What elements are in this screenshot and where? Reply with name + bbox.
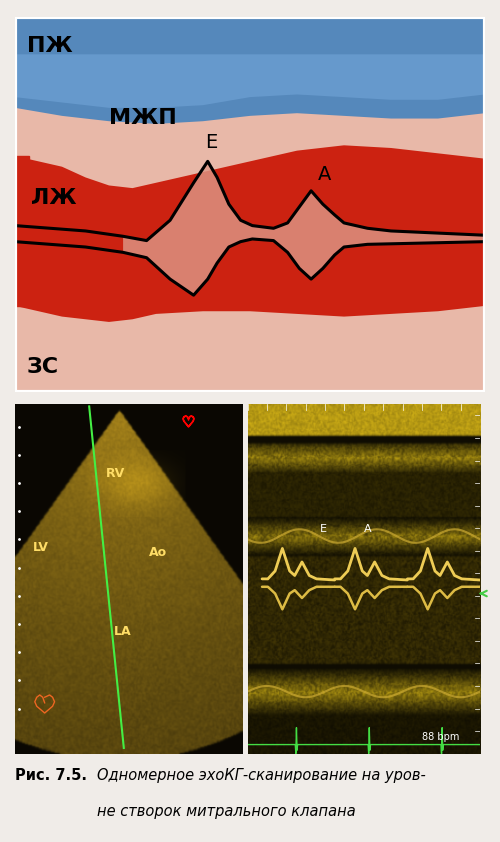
Text: 88 bpm: 88 bpm xyxy=(422,732,459,742)
Text: Ao: Ao xyxy=(148,546,166,559)
Text: Е: Е xyxy=(206,133,218,152)
Text: ЛЖ: ЛЖ xyxy=(32,188,77,208)
Polygon shape xyxy=(123,162,485,296)
Text: LA: LA xyxy=(114,626,132,638)
Text: ЗС: ЗС xyxy=(27,357,59,377)
Text: Рис. 7.5.: Рис. 7.5. xyxy=(15,768,87,783)
Text: А: А xyxy=(318,165,332,184)
Text: Одномерное эхоКГ-сканирование на уров-: Одномерное эхоКГ-сканирование на уров- xyxy=(97,768,426,783)
Polygon shape xyxy=(15,54,485,108)
Text: ПЖ: ПЖ xyxy=(27,35,72,56)
Text: RV: RV xyxy=(106,467,125,481)
Polygon shape xyxy=(15,146,485,322)
Text: LV: LV xyxy=(33,541,48,554)
Text: A: A xyxy=(364,524,372,534)
Text: МЖП: МЖП xyxy=(109,108,177,128)
Text: не створок митрального клапана: не створок митрального клапана xyxy=(97,803,356,818)
Polygon shape xyxy=(15,156,29,306)
Text: E: E xyxy=(320,524,327,534)
Polygon shape xyxy=(15,17,485,124)
